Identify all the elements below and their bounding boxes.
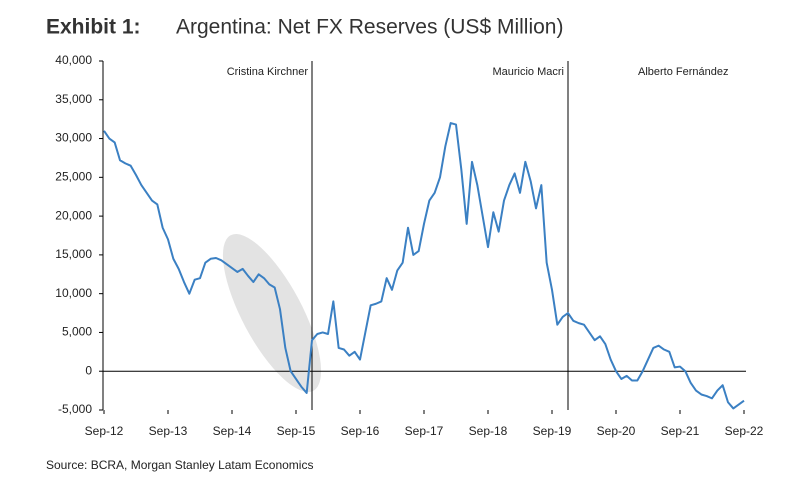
period-label: Cristina Kirchner [227, 66, 309, 78]
chart-title-prefix: Exhibit 1: [46, 16, 141, 39]
x-tick-label: Sep-19 [533, 424, 572, 438]
y-tick-label: 20,000 [55, 208, 92, 222]
chart-title: Argentina: Net FX Reserves (US$ Million) [176, 16, 563, 39]
x-tick-label: Sep-21 [661, 424, 700, 438]
y-tick-label: -5,000 [58, 402, 92, 416]
y-tick-label: 40,000 [55, 53, 92, 67]
y-tick-label: 25,000 [55, 170, 92, 184]
period-label: Alberto Fernández [638, 66, 729, 78]
y-tick-label: 30,000 [55, 131, 92, 145]
y-tick-label: 5,000 [62, 325, 92, 339]
x-tick-label: Sep-12 [85, 424, 124, 438]
y-tick-label: 15,000 [55, 247, 92, 261]
y-tick-label: 35,000 [55, 92, 92, 106]
series-line [103, 122, 745, 410]
x-tick-label: Sep-22 [725, 424, 764, 438]
x-tick-label: Sep-16 [341, 424, 380, 438]
y-tick-label: 0 [85, 363, 92, 377]
source: Source: BCRA, Morgan Stanley Latam Econo… [46, 458, 313, 472]
x-tick-label: Sep-14 [213, 424, 252, 438]
highlight [222, 234, 322, 392]
x-tick-label: Sep-18 [469, 424, 508, 438]
x-tick-label: Sep-20 [597, 424, 636, 438]
x-tick-label: Sep-15 [277, 424, 316, 438]
x-tick-label: Sep-17 [405, 424, 444, 438]
period-label: Mauricio Macri [492, 66, 564, 78]
x-tick-label: Sep-13 [149, 424, 188, 438]
y-tick-label: 10,000 [55, 286, 92, 300]
